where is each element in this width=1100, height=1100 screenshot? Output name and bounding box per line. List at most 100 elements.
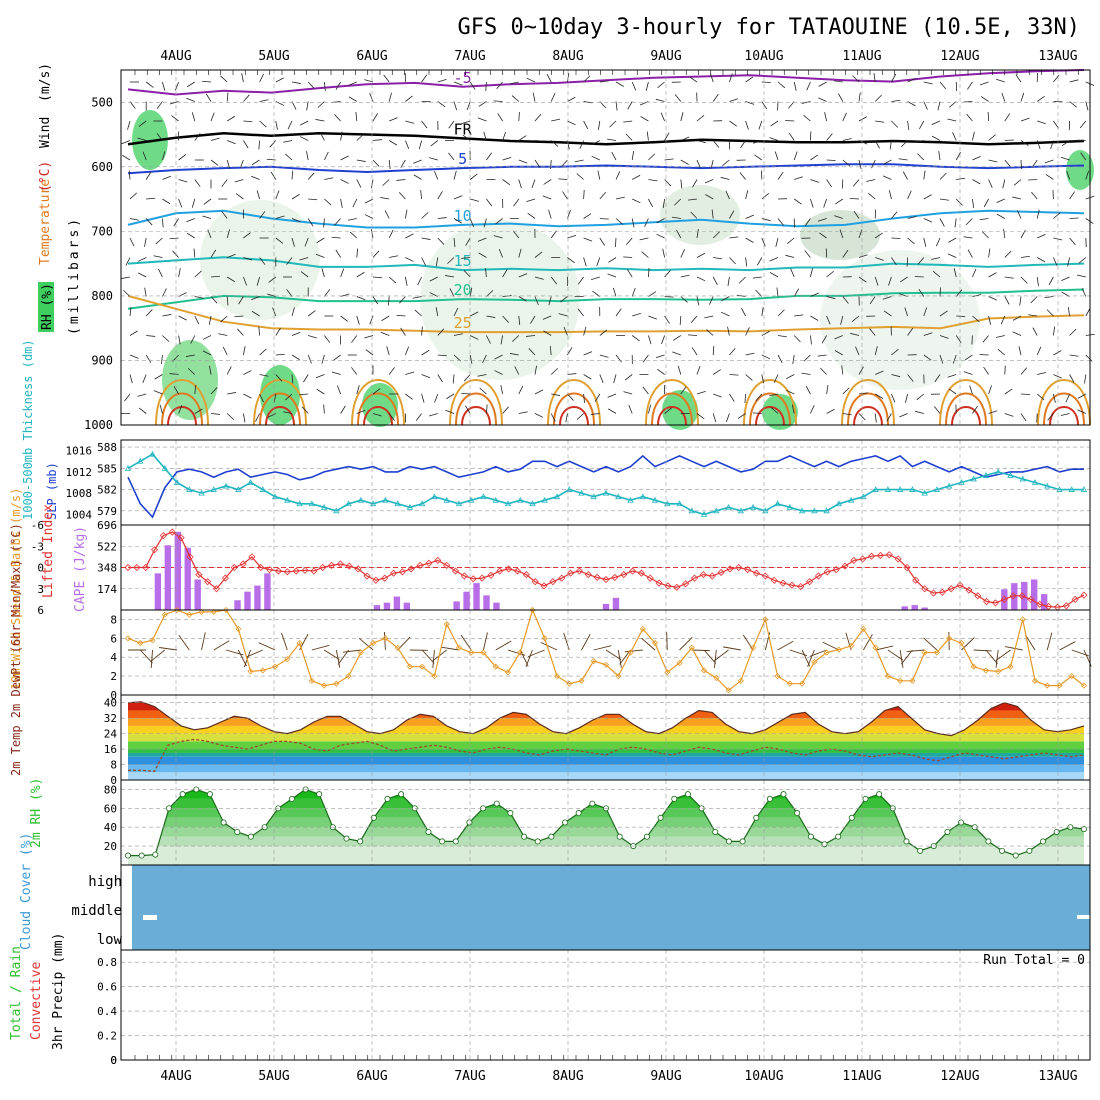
upper-wind-barb xyxy=(291,81,301,84)
upper-wind-barb xyxy=(1085,354,1093,362)
wind-marker xyxy=(884,673,891,680)
upper-wind-barb xyxy=(405,120,415,124)
li-marker xyxy=(336,560,345,568)
upper-wind-barb xyxy=(727,326,730,336)
upper-wind-barb xyxy=(914,140,924,143)
upper-wind-barb xyxy=(775,237,779,247)
upper-wind-barb xyxy=(967,81,973,90)
li-marker xyxy=(699,571,707,579)
rh-marker xyxy=(643,833,650,840)
rh-marker xyxy=(288,795,295,802)
upper-wind-barb xyxy=(421,212,429,219)
upper-wind-barb xyxy=(461,392,471,395)
diurnal-isotherm xyxy=(1037,379,1091,426)
upper-wind-barb xyxy=(769,393,779,397)
upper-wind-barb xyxy=(923,307,928,317)
upper-wind-barb xyxy=(194,133,201,141)
upper-wind-barb xyxy=(514,366,520,375)
thickness-marker xyxy=(651,496,659,503)
upper-wind-barb xyxy=(382,179,390,186)
upper-wind-barb xyxy=(159,404,163,414)
upper-wind-barb xyxy=(461,257,471,259)
thickness-marker xyxy=(149,450,156,457)
upper-wind-barb xyxy=(518,296,527,302)
wind-ytick-label: 8 xyxy=(110,613,117,626)
upper-wind-barb xyxy=(648,198,653,208)
upper-wind-barb xyxy=(786,374,795,380)
upper-wind-barb xyxy=(631,151,635,161)
upper-wind-barb xyxy=(434,171,439,180)
upper-wind-barb xyxy=(826,385,829,395)
wind-marker xyxy=(210,608,217,615)
upper-wind-barb xyxy=(534,113,542,122)
isotherm-label: -5 xyxy=(454,69,472,87)
rh-ytick-label: 80 xyxy=(104,783,117,796)
upper-wind-barb xyxy=(900,140,908,148)
wind-marker xyxy=(700,667,708,674)
diurnal-isotherm xyxy=(1043,392,1085,426)
thickness-marker xyxy=(1044,482,1051,489)
upper-wind-barb xyxy=(172,250,179,258)
upper-wind-barb xyxy=(551,393,561,396)
upper-wind-barb xyxy=(437,354,447,357)
upper-wind-barb xyxy=(793,151,798,161)
upper-wind-barb xyxy=(729,120,738,127)
upper-wind-barb xyxy=(788,101,795,109)
upper-wind-barb xyxy=(307,218,314,227)
upper-wind-barb xyxy=(996,198,1005,204)
upper-wind-barb xyxy=(243,120,253,123)
wind-marker xyxy=(431,673,438,680)
upper-wind-barb xyxy=(631,287,636,297)
upper-wind-barb xyxy=(625,133,633,141)
thickness-marker xyxy=(198,489,205,496)
upper-wind-barb xyxy=(461,120,471,125)
upper-wind-barb xyxy=(1028,314,1038,317)
upper-wind-barb xyxy=(437,374,443,383)
wind-marker xyxy=(1031,677,1039,684)
li-marker xyxy=(770,576,778,584)
upper-wind-barb xyxy=(486,335,491,344)
li-marker xyxy=(416,561,424,569)
upper-wind-barb xyxy=(482,354,487,364)
upper-wind-barb xyxy=(315,119,325,122)
wind-ytick-label: 2 xyxy=(110,670,117,683)
upper-wind-barb xyxy=(821,335,827,344)
precip-ytick-label: 0.2 xyxy=(97,1030,117,1043)
upper-wind-barb xyxy=(866,179,876,182)
upper-wind-barb xyxy=(226,366,232,375)
thickness-marker xyxy=(357,496,365,503)
precip-ytick-label: 0 xyxy=(110,1054,117,1067)
upper-wind-barb xyxy=(518,411,528,414)
upper-wind-barb xyxy=(745,352,755,356)
upper-wind-barb xyxy=(550,230,557,239)
upper-wind-barb xyxy=(1053,74,1060,83)
upper-wind-barb xyxy=(210,249,217,258)
upper-wind-barb xyxy=(672,351,681,356)
upper-wind-barb xyxy=(479,387,487,395)
thickness-marker xyxy=(517,496,524,503)
upper-wind-barb xyxy=(1016,210,1022,219)
upper-wind-barb xyxy=(902,171,908,180)
upper-wind-barb xyxy=(931,120,941,126)
li-marker xyxy=(168,528,176,536)
upper-wind-barb xyxy=(307,172,315,180)
upper-wind-barb xyxy=(752,412,762,414)
upper-wind-barb xyxy=(1061,140,1070,146)
upper-wind-barb xyxy=(705,194,714,200)
upper-wind-barb xyxy=(599,191,607,200)
upper-wind-barb xyxy=(583,75,591,83)
upper-wind-barb xyxy=(493,100,503,102)
upper-wind-barb xyxy=(777,354,783,364)
upper-wind-barb xyxy=(883,175,892,180)
upper-wind-barb xyxy=(919,120,925,130)
wind-marker xyxy=(909,677,916,684)
upper-wind-barb xyxy=(996,213,1005,219)
upper-wind-barb xyxy=(243,94,250,102)
upper-wind-barb xyxy=(158,268,163,278)
temp-band xyxy=(128,741,1084,750)
upper-wind-barb xyxy=(664,407,672,414)
upper-wind-barb xyxy=(727,276,730,286)
upper-wind-barb xyxy=(445,409,455,414)
upper-wind-barb xyxy=(932,270,941,278)
upper-wind-barb xyxy=(303,374,309,383)
